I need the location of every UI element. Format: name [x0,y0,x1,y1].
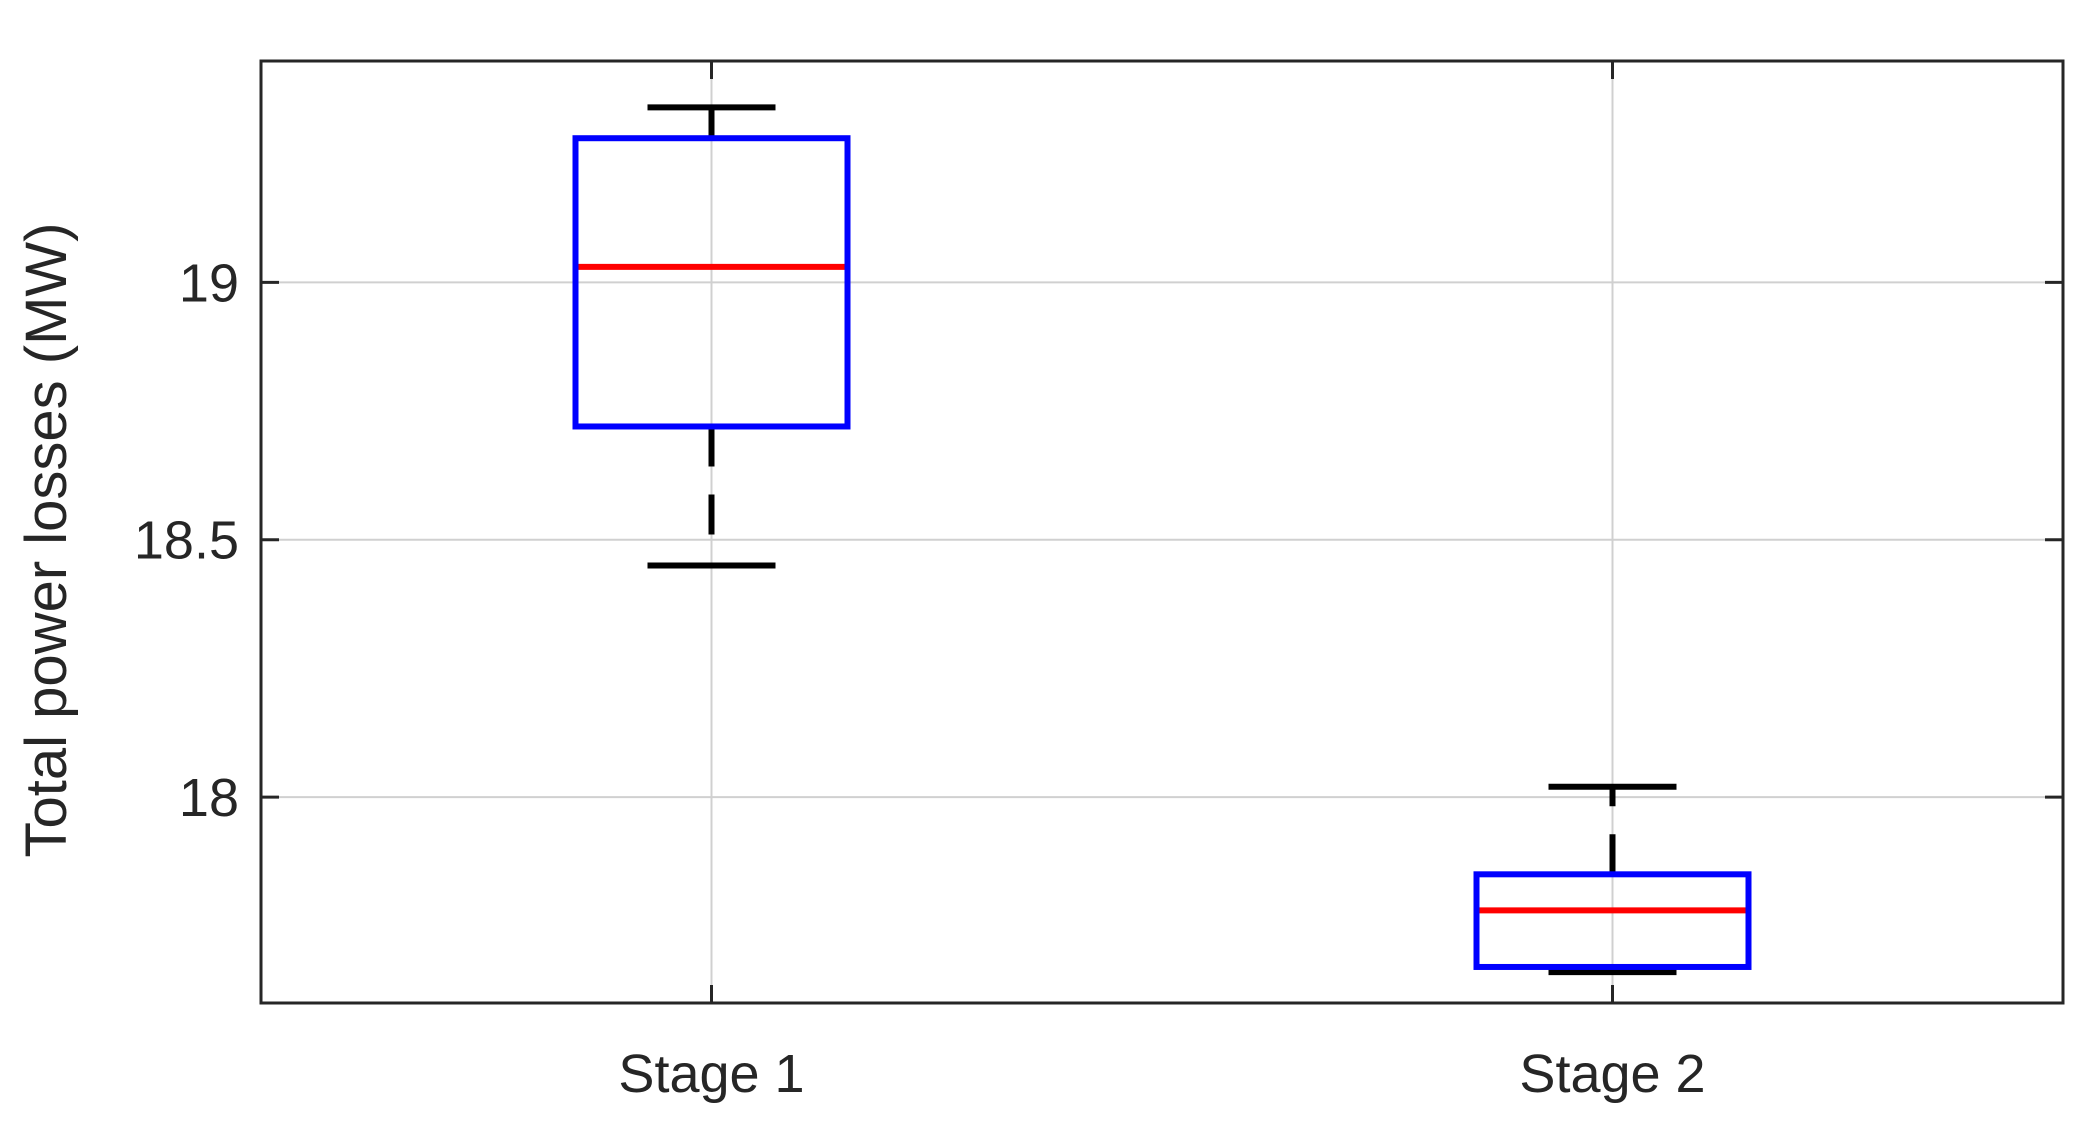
x-tick-label: Stage 2 [1519,1044,1705,1104]
box-iqr [1473,871,1752,970]
y-tick-label: 19 [179,253,239,313]
y-tick-label: 18 [179,768,239,828]
box-iqr [572,135,851,430]
plot-frame [259,59,2065,1005]
y-axis-label: Total power losses (MW) [14,223,79,858]
axes [259,59,2065,1005]
box-group [1473,783,1752,976]
grid-lines [261,61,2063,1003]
x-tick-label: Stage 1 [618,1044,804,1104]
box-plot-series [572,104,1752,976]
tick-labels: 18 18.5 19 Stage 1 Stage 2 [134,253,1706,1104]
y-tick-label: 18.5 [134,511,239,571]
box-group [572,104,851,569]
